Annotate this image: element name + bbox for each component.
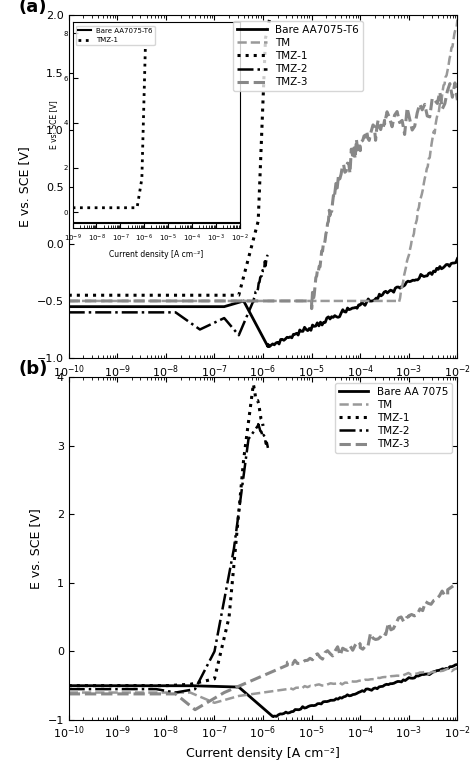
Y-axis label: E vs. SCE [V]: E vs. SCE [V]: [29, 508, 42, 589]
Legend: Bare AA7075-T6, TM, TMZ-1, TMZ-2, TMZ-3: Bare AA7075-T6, TM, TMZ-1, TMZ-2, TMZ-3: [233, 21, 363, 92]
X-axis label: Current density [A cm⁻²]: Current density [A cm⁻²]: [186, 747, 340, 760]
Y-axis label: E vs. SCE [V]: E vs. SCE [V]: [18, 146, 31, 227]
Legend: Bare AA 7075, TM, TMZ-1, TMZ-2, TMZ-3: Bare AA 7075, TM, TMZ-1, TMZ-2, TMZ-3: [335, 383, 452, 454]
Text: (b): (b): [18, 360, 47, 378]
Text: (a): (a): [18, 0, 47, 16]
X-axis label: Current density [A cm⁻²]: Current density [A cm⁻²]: [186, 385, 340, 398]
